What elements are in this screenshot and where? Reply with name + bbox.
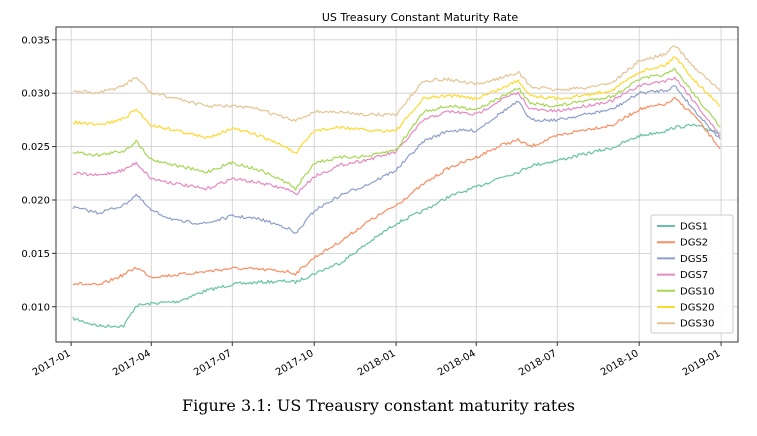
- series-line-dgs30: [72, 45, 721, 122]
- chart-title: US Treasury Constant Maturity Rate: [322, 11, 518, 24]
- plot-area-frame: [55, 26, 739, 343]
- legend-label-dgs7: DGS7: [680, 270, 708, 281]
- figure-caption: Figure 3.1: US Treausry constant maturit…: [182, 396, 575, 415]
- y-tick-label: 0.030: [21, 89, 50, 100]
- x-tick-label: 2017-04: [111, 348, 153, 378]
- series-line-dgs5: [72, 85, 721, 234]
- y-tick-label: 0.025: [21, 142, 50, 153]
- x-tick-label: 2017-10: [274, 348, 316, 378]
- legend-label-dgs20: DGS20: [680, 303, 715, 314]
- legend: DGS1 DGS2 DGS5 DGS7 DGS10 DGS20 DGS30: [650, 214, 734, 334]
- x-tick-label: 2018-07: [517, 348, 559, 378]
- legend-label-dgs30: DGS30: [680, 319, 715, 330]
- x-tick-labels: 2017-01 2017-04 2017-07 2017-10 2018-01 2018-…: [31, 342, 723, 378]
- x-tick-label: 2017-07: [192, 348, 234, 378]
- series-line-dgs10: [72, 67, 721, 191]
- y-tick-labels: 0.010 0.015 0.020 0.025 0.030 0.035: [21, 35, 56, 313]
- series-line-dgs2: [72, 96, 721, 286]
- series-line-dgs7: [72, 76, 721, 196]
- x-tick-label: 2018-04: [436, 348, 478, 378]
- y-tick-label: 0.015: [21, 249, 50, 260]
- x-tick-label: 2017-01: [31, 348, 73, 378]
- y-tick-label: 0.020: [21, 195, 50, 206]
- grid: [56, 27, 738, 342]
- x-tick-label: 2018-10: [599, 348, 641, 378]
- legend-label-dgs10: DGS10: [680, 286, 715, 297]
- legend-box: [650, 214, 734, 334]
- series-line-dgs1: [72, 123, 721, 328]
- legend-label-dgs2: DGS2: [680, 238, 708, 249]
- y-tick-label: 0.035: [21, 35, 50, 46]
- chart-svg: US Treasury Constant Maturity Rate 0.010…: [21, 11, 739, 378]
- y-tick-label: 0.010: [21, 302, 50, 313]
- legend-label-dgs1: DGS1: [680, 222, 708, 233]
- x-tick-label: 2019-01: [681, 348, 723, 378]
- series-lines: [72, 45, 721, 328]
- x-tick-label: 2018-01: [356, 348, 398, 378]
- series-line-dgs20: [72, 56, 721, 154]
- legend-label-dgs5: DGS5: [680, 254, 708, 265]
